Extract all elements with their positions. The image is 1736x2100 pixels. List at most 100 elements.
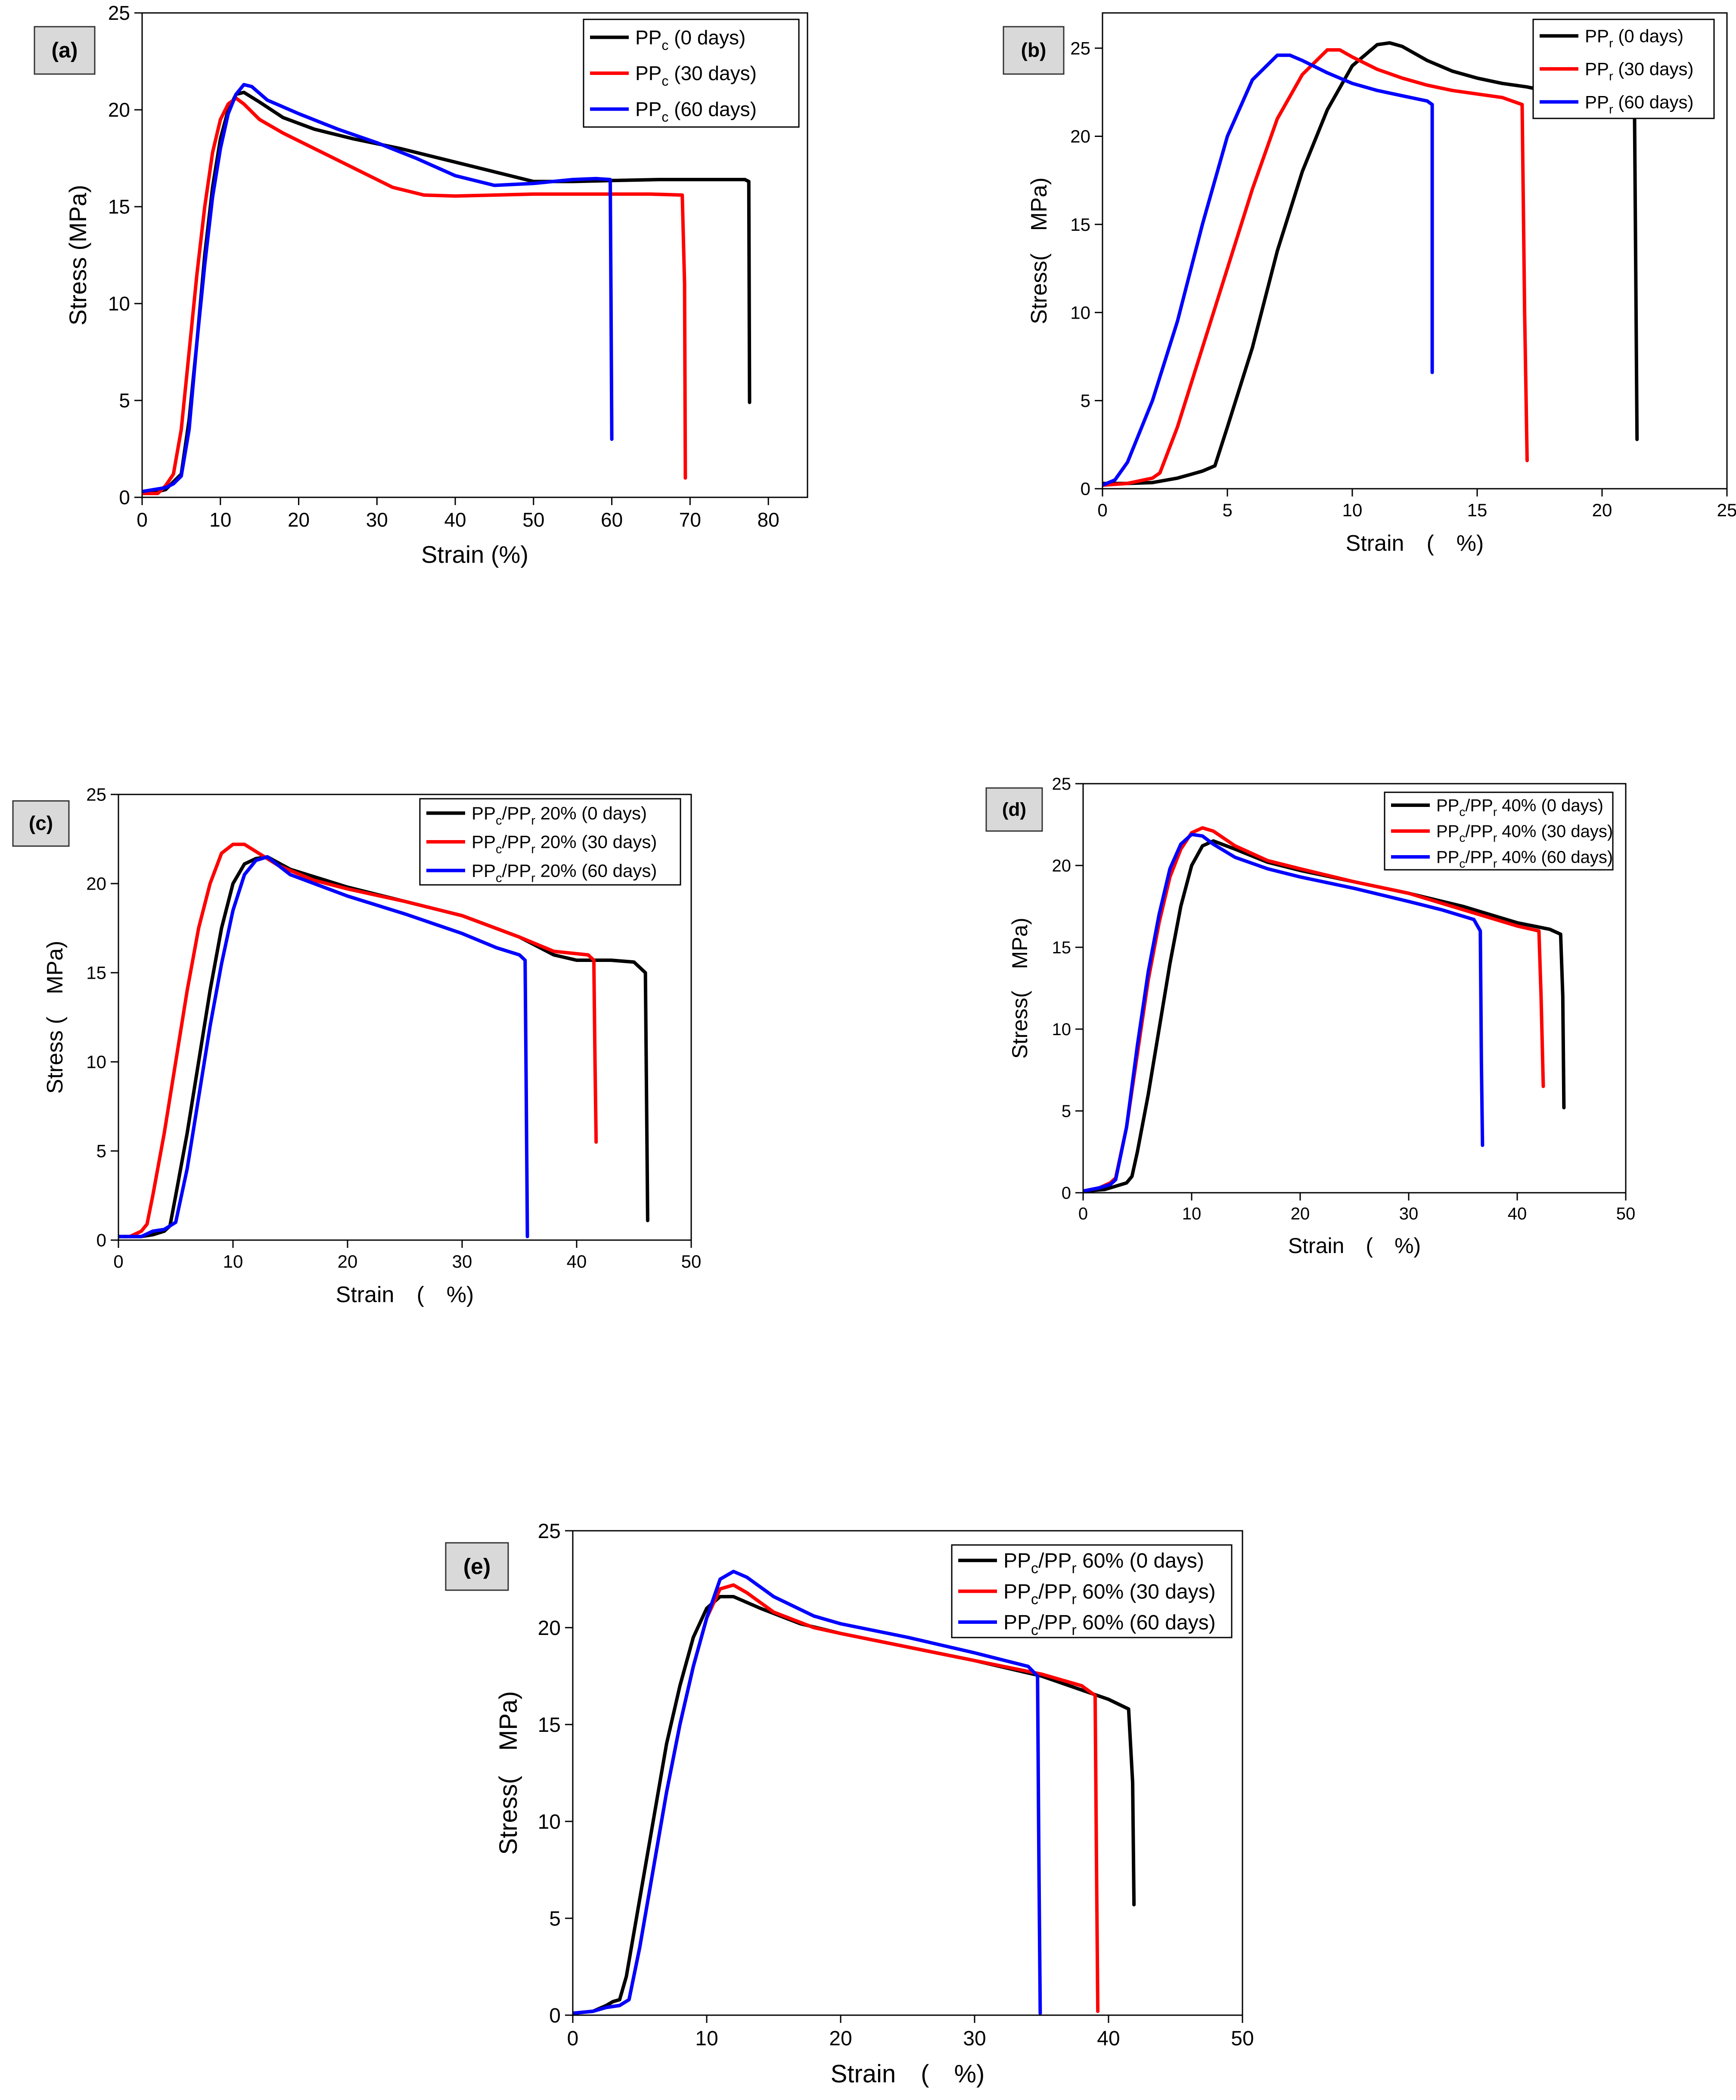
y-tick-label: 25 — [86, 785, 106, 805]
x-tick-label: 20 — [1592, 500, 1612, 520]
legend-subscript: c — [1459, 805, 1465, 819]
legend-label: PPc (30 days) — [635, 62, 757, 89]
legend-subscript: c — [496, 843, 502, 856]
x-tick-label: 20 — [288, 509, 310, 531]
legend-prefix: PP — [1585, 59, 1609, 79]
x-tick-label: 80 — [758, 509, 779, 531]
legend: PPc/PPr 20% (0 days)PPc/PPr 20% (30 days… — [419, 798, 681, 886]
legend-mid: /PP — [1038, 1550, 1071, 1573]
legend-prefix: PP — [1003, 1550, 1031, 1573]
y-tick-label: 25 — [108, 2, 130, 24]
chart-panel-c: (c) 0 10 20 30 40 50 0 5 10 15 20 25 Strain ( %) Stres… — [12, 785, 702, 1307]
legend-name: 40% (30 days) — [1497, 822, 1613, 841]
legend: PPc/PPr 40% (0 days)PPc/PPr 40% (30 days… — [1384, 791, 1614, 871]
x-tick-label: 30 — [366, 509, 388, 531]
legend-mid: /PP — [1038, 1580, 1071, 1603]
y-tick-label: 10 — [1052, 1020, 1071, 1039]
y-tick-label: 15 — [1052, 938, 1071, 957]
x-tick-label: 50 — [1231, 2027, 1254, 2050]
legend-name: 20% (60 days) — [535, 860, 657, 881]
x-tick-label: 30 — [452, 1251, 472, 1272]
legend-label: PPc/PPr 60% (60 days) — [1003, 1611, 1216, 1638]
y-axis-label: Stress( MPa) — [494, 1691, 522, 1855]
legend-prefix: PP — [1436, 848, 1459, 867]
legend-name: 40% (0 days) — [1497, 796, 1603, 815]
x-tick-label: 20 — [338, 1251, 358, 1272]
legend-prefix: PP — [1003, 1580, 1031, 1603]
legend-mid: /PP — [502, 860, 531, 881]
x-axis-label: Strain (%) — [421, 541, 528, 568]
x-tick-label: 0 — [137, 509, 148, 531]
y-tick-label: 15 — [1070, 214, 1090, 235]
panel-label-box — [985, 787, 1043, 832]
legend: PPr (0 days)PPr (30 days)PPr (60 days) — [1532, 19, 1715, 119]
legend-prefix: PP — [1003, 1611, 1031, 1634]
series-line-a-2 — [142, 83, 614, 493]
x-tick-label: 10 — [1182, 1204, 1202, 1223]
legend-prefix: PP — [1585, 92, 1609, 112]
legend-subscript: r — [1071, 1622, 1076, 1638]
legend-prefix: PP — [635, 62, 661, 84]
legend-subscript: c — [661, 109, 668, 124]
legend-prefix: PP — [1436, 796, 1459, 815]
series-group — [118, 842, 649, 1238]
legend-subscript: r — [531, 814, 535, 828]
series-line-b-2 — [1102, 53, 1434, 487]
legend-label: PPc/PPr 20% (0 days) — [472, 803, 647, 828]
legend-subscript: c — [661, 73, 668, 89]
x-tick-label: 0 — [113, 1251, 123, 1272]
legend-name: 20% (0 days) — [535, 803, 647, 823]
x-axis-label: Strain ( %) — [1346, 531, 1484, 556]
legend-label: PPc (60 days) — [635, 98, 757, 124]
x-tick-label: 50 — [522, 509, 544, 531]
x-tick-label: 30 — [1399, 1204, 1419, 1223]
y-tick-label: 0 — [1062, 1184, 1071, 1203]
legend-subscript: c — [496, 814, 502, 828]
legend-name: 20% (30 days) — [535, 832, 657, 852]
panel-label-box — [1003, 26, 1065, 75]
legend-subscript: c — [1031, 1622, 1038, 1638]
x-axis-label: Strain ( %) — [831, 2060, 985, 2088]
y-axis-label: Stress( MPa) — [1008, 918, 1032, 1059]
chart-panel-e: (e) 0 10 20 30 40 50 0 5 10 15 20 25 Strain ( %) Stres… — [445, 1520, 1254, 2088]
series-line-c-2 — [118, 855, 529, 1238]
legend-mid: /PP — [1038, 1611, 1071, 1634]
legend-name: 60% (30 days) — [1077, 1580, 1216, 1603]
legend-subscript: r — [1493, 805, 1497, 819]
x-tick-label: 50 — [681, 1251, 702, 1272]
y-tick-label: 20 — [1070, 126, 1090, 146]
x-axis-label: Strain ( %) — [336, 1282, 474, 1307]
x-tick-label: 40 — [567, 1251, 587, 1272]
panel-label-box — [34, 26, 96, 75]
x-tick-label: 0 — [1097, 500, 1107, 520]
legend-label: PPc (0 days) — [635, 26, 745, 53]
panel-label: (a) — [51, 38, 78, 62]
x-tick-label: 20 — [829, 2027, 852, 2050]
legend-name: (60 days) — [1613, 92, 1694, 112]
x-tick-label: 0 — [1078, 1204, 1088, 1223]
legend-prefix: PP — [472, 803, 496, 823]
y-tick-label: 25 — [538, 1520, 561, 1543]
legend-subscript: c — [1459, 831, 1465, 844]
legend-subscript: r — [1071, 1560, 1076, 1577]
legend-prefix: PP — [472, 860, 496, 881]
legend-mid: /PP — [502, 832, 531, 852]
x-tick-label: 20 — [1291, 1204, 1310, 1223]
legend-label: PPc/PPr 60% (0 days) — [1003, 1550, 1204, 1577]
panel-label: (b) — [1021, 39, 1047, 61]
series-line-d-0 — [1083, 839, 1566, 1193]
y-tick-label: 0 — [549, 2004, 561, 2027]
legend-subscript: r — [531, 871, 535, 885]
y-tick-label: 10 — [86, 1052, 106, 1072]
plot-frame — [1102, 12, 1728, 490]
series-group — [1083, 826, 1566, 1193]
panel-label-box — [445, 1542, 509, 1591]
y-tick-label: 5 — [96, 1141, 106, 1161]
legend-subscript: r — [1071, 1591, 1076, 1607]
legend-label: PPc/PPr 40% (30 days) — [1436, 822, 1613, 844]
legend-mid: /PP — [1465, 822, 1493, 841]
x-tick-label: 40 — [1097, 2027, 1120, 2050]
legend: PPc/PPr 60% (0 days)PPc/PPr 60% (30 days… — [951, 1544, 1233, 1638]
legend-label: PPc/PPr 20% (30 days) — [472, 832, 657, 856]
